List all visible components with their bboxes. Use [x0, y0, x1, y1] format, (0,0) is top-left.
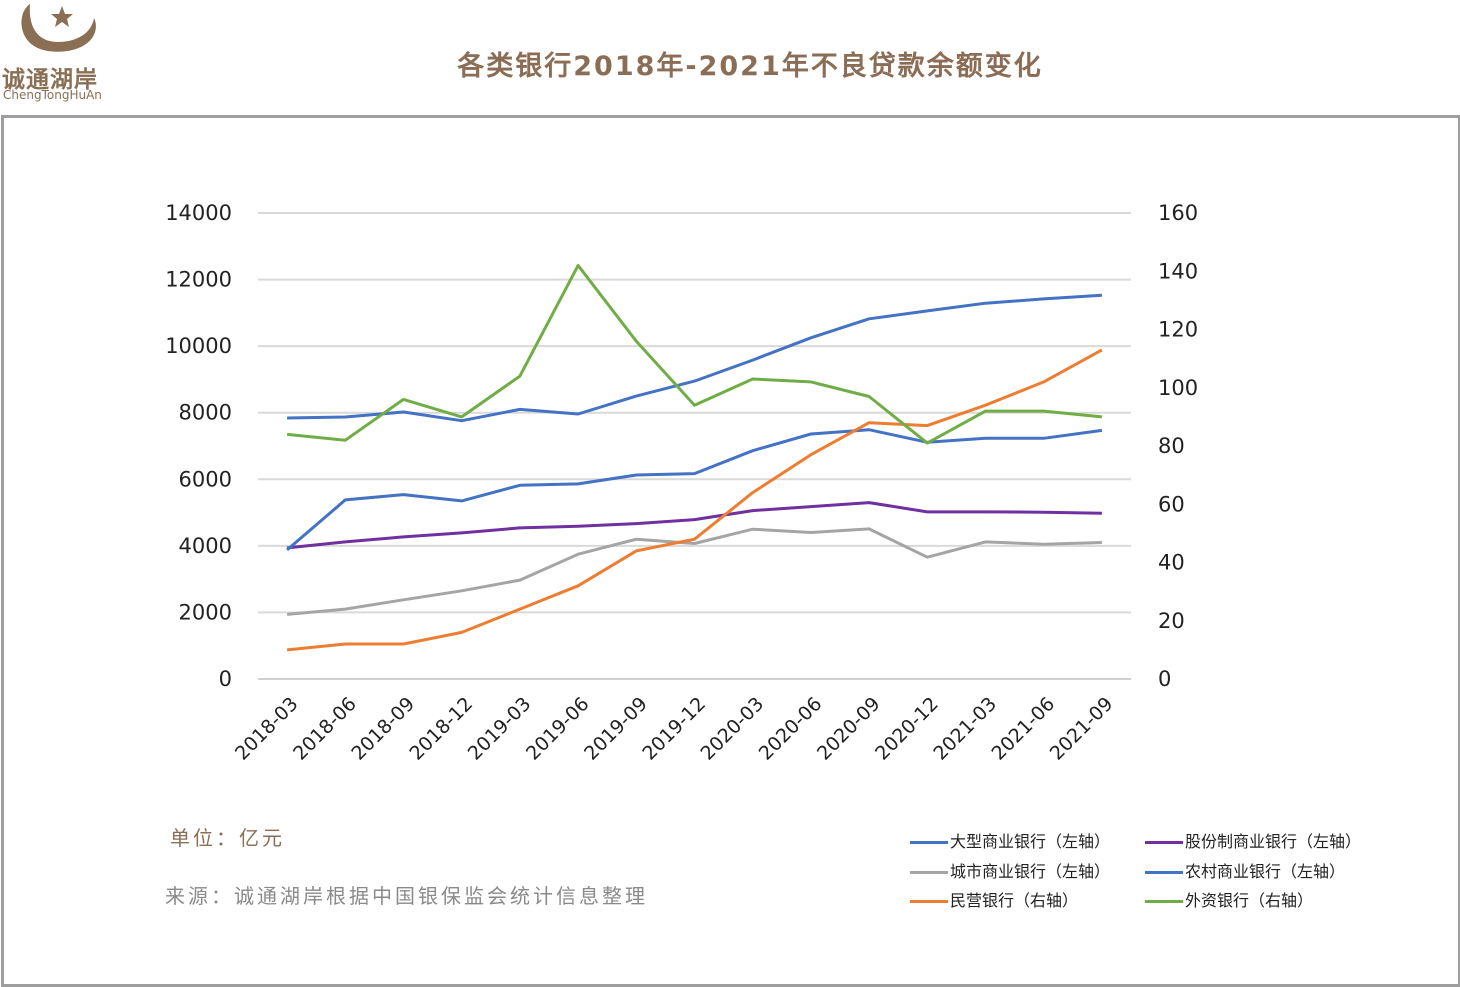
- x-axis-tick-label: 2020-03: [697, 693, 769, 765]
- legend-swatch: [1145, 841, 1183, 844]
- legend-label: 民营银行（右轴）: [950, 891, 1079, 910]
- legend-item: 农村商业银行（左轴）: [1145, 858, 1346, 881]
- legend-label: 农村商业银行（左轴）: [1185, 862, 1346, 881]
- legend-swatch: [1145, 900, 1183, 903]
- x-axis-tick-label: 2018-06: [289, 693, 361, 765]
- legend-swatch: [910, 871, 948, 874]
- right-axis-tick-label: 60: [1158, 492, 1185, 516]
- legend-swatch: [910, 841, 948, 844]
- page-title: 各类银行2018年-2021年不良贷款余额变化: [457, 51, 1043, 82]
- source-note: 来源：诚通湖岸根据中国银保监会统计信息整理: [165, 884, 648, 908]
- legend-item: 大型商业银行（左轴）: [910, 828, 1111, 851]
- right-axis-tick-label: 160: [1158, 201, 1198, 225]
- x-axis-tick-label: 2018-09: [347, 693, 419, 765]
- left-axis-tick-label: 8000: [179, 401, 232, 425]
- legend-swatch: [1145, 871, 1183, 874]
- left-axis-tick-label: 14000: [165, 201, 232, 225]
- x-axis-tick-label: 2020-09: [813, 693, 885, 765]
- x-axis-tick-label: 2021-03: [929, 693, 1001, 765]
- series-line-6: [286, 263, 1103, 445]
- legend-label: 外资银行（右轴）: [1185, 891, 1314, 910]
- brand-logo: 诚通湖岸 ChengTongHuAn: [0, 0, 120, 110]
- legend-item: 外资银行（右轴）: [1145, 887, 1314, 910]
- left-axis-tick-label: 10000: [165, 334, 232, 358]
- legend-label: 城市商业银行（左轴）: [950, 862, 1111, 881]
- brand-name-cn: 诚通湖岸: [2, 67, 98, 93]
- legend-item: 民营银行（右轴）: [910, 887, 1079, 910]
- legend-item: 股份制商业银行（左轴）: [1145, 828, 1362, 851]
- x-axis-tick-label: 2019-03: [464, 693, 536, 765]
- header: 诚通湖岸 ChengTongHuAn 各类银行2018年-2021年不良贷款余额…: [0, 0, 1460, 114]
- series-line-3: [286, 527, 1102, 616]
- x-axis-tick-label: 2019-12: [638, 693, 710, 765]
- right-axis-tick-label: 80: [1158, 434, 1185, 458]
- left-axis-tick-label: 0: [219, 667, 232, 691]
- series-line-1: [287, 293, 1102, 423]
- x-axis-tick-label: 2018-12: [406, 693, 478, 765]
- x-axis-tick-label: 2019-09: [580, 693, 652, 765]
- chart-frame: [1, 115, 1460, 987]
- legend-swatch: [910, 900, 948, 903]
- legend-label: 大型商业银行（左轴）: [950, 832, 1111, 851]
- right-axis-tick-label: 140: [1158, 259, 1198, 283]
- x-axis-tick-label: 2018-03: [231, 693, 303, 765]
- left-axis-tick-label: 2000: [179, 600, 232, 624]
- x-axis-tick-label: 2019-06: [522, 693, 594, 765]
- left-axis-tick-label: 4000: [179, 534, 232, 558]
- right-axis-tick-label: 120: [1158, 318, 1198, 342]
- crescent-star-icon: [21, 4, 96, 52]
- right-axis-tick-label: 0: [1158, 667, 1171, 691]
- legend-item: 城市商业银行（左轴）: [910, 858, 1111, 881]
- right-axis-tick-label: 20: [1158, 609, 1185, 633]
- series-line-4: [286, 428, 1103, 552]
- x-axis-tick-label: 2021-09: [1046, 693, 1118, 765]
- series-line-2: [286, 501, 1102, 550]
- unit-note: 单位：亿元: [170, 826, 285, 850]
- left-axis-tick-label: 12000: [165, 268, 232, 292]
- brand-name-en: ChengTongHuAn: [3, 88, 102, 102]
- left-axis-tick-label: 6000: [179, 467, 232, 491]
- right-axis-tick-label: 40: [1158, 551, 1185, 575]
- x-axis-tick-label: 2020-12: [871, 693, 943, 765]
- right-axis-tick-label: 100: [1158, 376, 1198, 400]
- legend-label: 股份制商业银行（左轴）: [1185, 832, 1362, 851]
- x-axis-tick-label: 2021-06: [988, 693, 1060, 765]
- x-axis-tick-label: 2020-06: [755, 693, 827, 765]
- series-line-5: [286, 348, 1103, 652]
